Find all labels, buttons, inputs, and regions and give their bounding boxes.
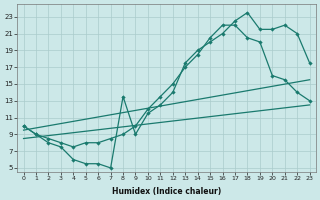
X-axis label: Humidex (Indice chaleur): Humidex (Indice chaleur) bbox=[112, 187, 221, 196]
